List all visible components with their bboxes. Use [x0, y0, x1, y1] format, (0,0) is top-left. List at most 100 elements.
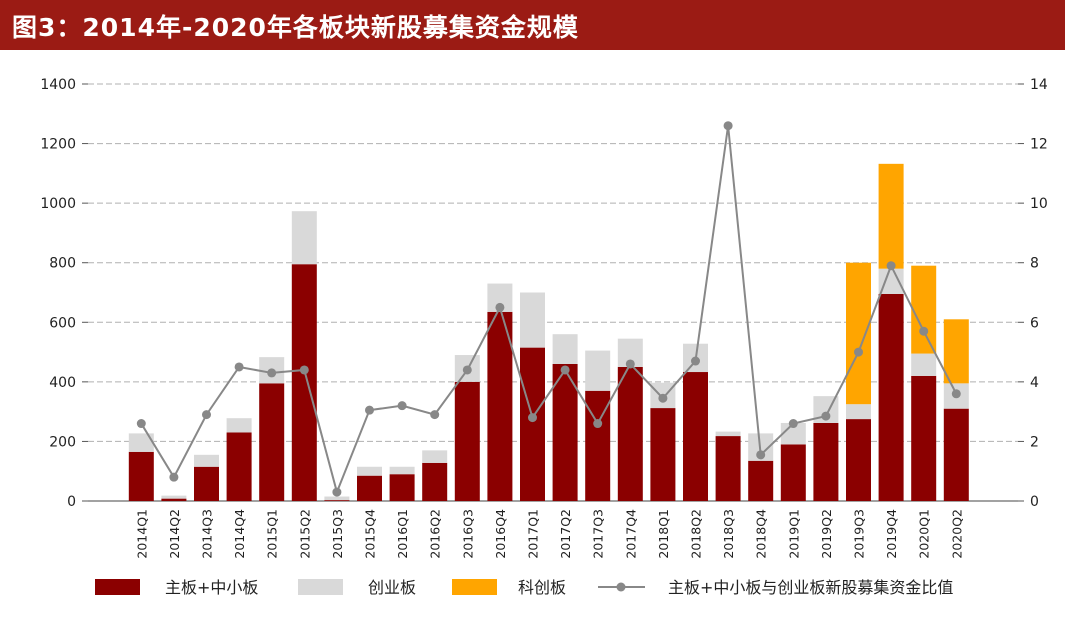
bar-segment: [422, 450, 448, 463]
x-tick-label: 2018Q2: [689, 509, 704, 559]
legend-swatch: [298, 579, 343, 595]
y-right-tick-label: 8: [1030, 256, 1039, 272]
x-tick-label: 2015Q2: [297, 509, 312, 559]
ratio-point: [430, 410, 440, 420]
x-tick-label: 2018Q3: [721, 509, 736, 559]
ratio-point: [332, 487, 342, 497]
ratio-point: [821, 411, 831, 421]
bar-segment: [291, 211, 317, 265]
bar-segment: [357, 475, 382, 501]
legend-label: 主板+中小板: [165, 578, 258, 597]
x-tick-label: 2020Q1: [917, 509, 932, 559]
bar-segment: [422, 462, 448, 501]
x-tick-label: 2018Q4: [754, 509, 769, 559]
legend-label: 创业板: [368, 578, 416, 597]
y-left-tick-label: 400: [49, 375, 76, 391]
y-left-tick-label: 200: [49, 434, 76, 450]
bar-segment: [324, 496, 350, 501]
x-tick-label: 2017Q4: [623, 509, 638, 559]
bar-segment: [487, 311, 513, 501]
x-tick-label: 2018Q1: [656, 509, 671, 559]
ratio-point: [854, 347, 863, 357]
ratio-point: [951, 389, 961, 399]
y-right-tick-label: 2: [1030, 434, 1039, 450]
bar-segment: [911, 265, 937, 354]
bar-segment: [161, 498, 187, 501]
ratio-point: [756, 450, 766, 460]
x-tick-label: 2015Q4: [363, 509, 378, 559]
bar-segment: [520, 347, 545, 501]
bar-segment: [324, 500, 350, 501]
y-right-tick-label: 10: [1030, 196, 1048, 212]
x-tick-label: 2019Q4: [884, 509, 899, 559]
x-tick-label: 2017Q2: [558, 509, 573, 559]
x-tick-label: 2016Q4: [493, 509, 508, 559]
x-tick-label: 2014Q2: [167, 509, 182, 559]
bar-segment: [520, 292, 545, 348]
chart-area: 0 200 400 600 800 1000 1200 1400 0 2 4 6 8 10 12 14 2014…: [40, 77, 1048, 597]
bar-segment: [585, 350, 611, 391]
bar-segment: [128, 433, 154, 452]
x-tick-label: 2014Q3: [200, 509, 215, 559]
ratio-point: [691, 356, 700, 366]
bar-segment: [552, 334, 578, 364]
bar-segment: [617, 366, 643, 501]
ratio-point: [365, 405, 374, 415]
x-tick-label: 2016Q2: [428, 509, 443, 559]
bar-segment: [454, 381, 480, 501]
bar-segment: [291, 264, 317, 501]
x-tick-label: 2017Q3: [591, 509, 606, 559]
ratio-point: [919, 326, 929, 336]
ratio-point: [234, 362, 244, 372]
y-right-tick-label: 14: [1030, 77, 1048, 93]
bar-segment: [650, 408, 676, 501]
ratio-point: [625, 359, 635, 369]
bar-segment: [943, 319, 969, 384]
x-tick-label: 2015Q3: [330, 509, 345, 559]
bar-segment: [259, 383, 285, 501]
ratio-point: [723, 121, 733, 131]
x-tick-label: 2016Q1: [395, 509, 410, 559]
title-bar: 图3：2014年-2020年各板块新股募集资金规模: [0, 0, 1065, 50]
x-tick-label: 2019Q2: [819, 509, 834, 559]
y-left-tick-label: 0: [67, 494, 76, 510]
legend-label: 主板+中小板与创业板新股募集资金比值: [668, 578, 953, 597]
bar-segment: [715, 436, 741, 501]
bar-segment: [780, 444, 806, 501]
bar-segment: [813, 422, 839, 501]
bar-segment: [357, 466, 382, 476]
bar-segment: [846, 419, 871, 501]
legend-label: 科创板: [518, 578, 566, 597]
ratio-point: [299, 365, 309, 375]
y-left-tick-label: 600: [49, 315, 76, 331]
bar-segment: [878, 293, 904, 501]
x-tick-label: 2017Q1: [526, 509, 541, 559]
bar-segment: [389, 466, 415, 475]
y-right-tick-label: 12: [1030, 137, 1048, 153]
y-right-tick-label: 4: [1030, 375, 1039, 391]
legend-swatch: [95, 579, 140, 595]
y-left-tick-label: 1400: [40, 77, 76, 93]
bar-segment: [194, 454, 219, 467]
bar-segment: [846, 262, 871, 405]
ratio-point: [136, 419, 146, 429]
ratio-point: [169, 472, 179, 482]
y-right-tick-label: 6: [1030, 315, 1039, 331]
ratio-point: [462, 365, 472, 375]
bar-segment: [389, 474, 415, 501]
x-tick-label: 2020Q2: [949, 509, 964, 559]
bar-segment: [748, 460, 774, 501]
legend-swatch: [452, 579, 497, 595]
bar-segment: [846, 404, 871, 420]
bar-segment: [226, 418, 252, 433]
y-left-tick-label: 800: [49, 256, 76, 272]
ratio-point: [788, 419, 798, 429]
x-tick-label: 2015Q1: [265, 509, 280, 559]
bar-segment: [226, 432, 252, 501]
bar-segment: [194, 466, 219, 501]
x-tick-label: 2016Q3: [460, 509, 475, 559]
y-right-tick-label: 0: [1030, 494, 1039, 510]
ratio-point: [658, 393, 668, 403]
y-left-tick-label: 1200: [40, 137, 76, 153]
bar-segment: [715, 431, 741, 437]
